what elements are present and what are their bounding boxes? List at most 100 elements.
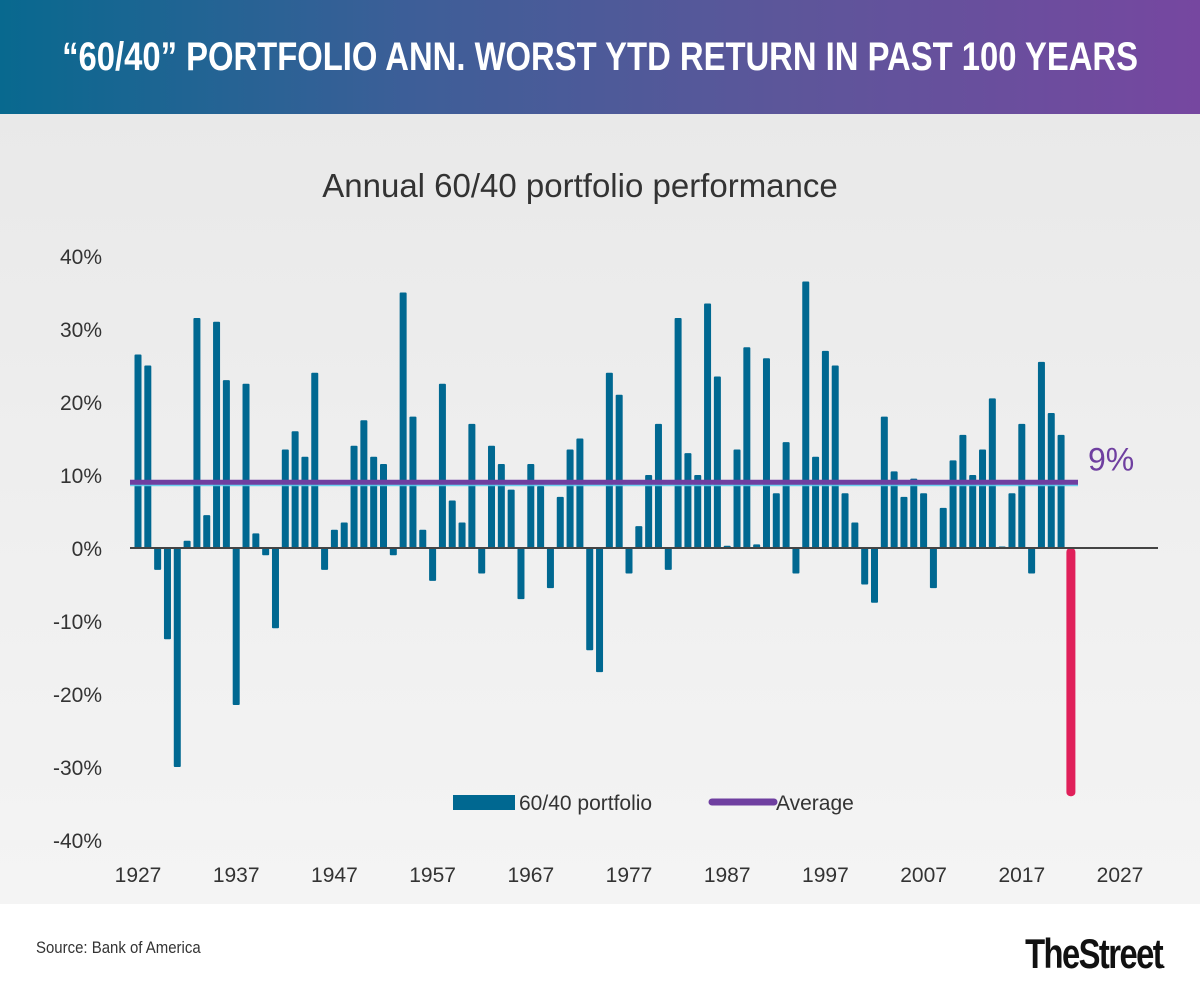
bar [596,548,604,673]
bar [183,540,191,548]
bar-highlight [1066,548,1076,797]
bar [861,548,869,585]
bar [399,292,407,548]
bar [635,526,643,548]
bar [262,548,270,556]
bar [733,449,741,548]
bar [438,383,446,548]
x-tick-label: 2027 [1097,864,1144,887]
bar [213,321,221,548]
bar [821,350,829,548]
x-tick-label: 1987 [704,864,751,887]
bar [271,548,279,629]
bar [939,507,947,548]
bar [812,456,820,548]
bar [154,548,162,570]
bar [851,522,859,548]
bar [301,456,309,548]
y-tick-label: -30% [53,757,102,780]
bars [134,281,1076,797]
y-tick-label: -10% [53,611,102,634]
bar [802,281,810,548]
bar [497,464,505,548]
bar [527,464,535,548]
y-axis: 40% 30% 20% 10% 0% -10% -20% -30% -40% [53,246,102,853]
y-tick-label: 40% [60,246,102,269]
x-tick-label: 1947 [311,864,358,887]
bar [448,500,456,548]
bar [890,471,898,548]
y-tick-label: -20% [53,684,102,707]
bar [163,548,171,640]
thestreet-logo: TheStreet. [1025,930,1166,978]
x-tick-label: 2007 [900,864,947,887]
bar [144,365,152,548]
bar [507,489,515,548]
bar [762,358,770,548]
x-tick-label: 1927 [115,864,162,887]
y-tick-label: 10% [60,465,102,488]
bar [566,449,574,548]
x-tick-label: 1957 [409,864,456,887]
bar [910,478,918,548]
bar [792,548,800,574]
bar [831,365,839,548]
logo-dot: . [1162,955,1166,971]
bar [959,434,967,548]
bar [419,529,427,548]
x-tick-label: 1977 [606,864,653,887]
bar [605,372,613,548]
x-tick-label: 1967 [507,864,554,887]
bar [576,438,584,548]
bar [645,475,653,548]
bar [429,548,437,581]
bar [694,475,702,548]
bar [232,548,240,705]
bar [291,431,299,548]
bar [1008,493,1016,548]
bar [900,496,908,548]
average-line-group: 9% [130,441,1134,487]
bar [664,548,672,570]
bar [173,548,181,767]
bar [920,493,928,548]
bar [517,548,525,600]
bar [389,548,397,556]
bar [321,548,329,570]
logo-text: TheStreet [1025,930,1164,977]
bar [252,533,260,548]
bar [988,398,996,548]
y-tick-label: 30% [60,319,102,342]
bar [949,460,957,548]
bar [330,529,338,548]
x-tick-label: 1997 [802,864,849,887]
legend-label-portfolio: 60/40 portfolio [519,792,652,815]
chart-title: Annual 60/40 portfolio performance [322,167,838,204]
bar [615,394,623,548]
bar [478,548,486,574]
bar [674,318,682,548]
bar [556,496,564,548]
legend-label-average: Average [776,792,854,815]
bar [350,445,358,548]
bar [203,515,211,548]
bar [193,318,201,548]
x-tick-label: 1937 [213,864,260,887]
x-axis: 1927 1937 1947 1957 1967 1977 1987 1997 2007 2017… [115,864,1144,887]
average-label: 9% [1088,441,1134,477]
bar [458,522,466,548]
bar [625,548,633,574]
bar [488,445,496,548]
bar [743,347,751,548]
bar [704,303,712,548]
bar [242,383,250,548]
bar [871,548,878,603]
bar [713,376,721,548]
bar [340,522,348,548]
legend: 60/40 portfolio Average [453,792,854,815]
bar [969,475,977,548]
bar [370,456,378,548]
bar [380,464,387,548]
bar [841,493,849,548]
